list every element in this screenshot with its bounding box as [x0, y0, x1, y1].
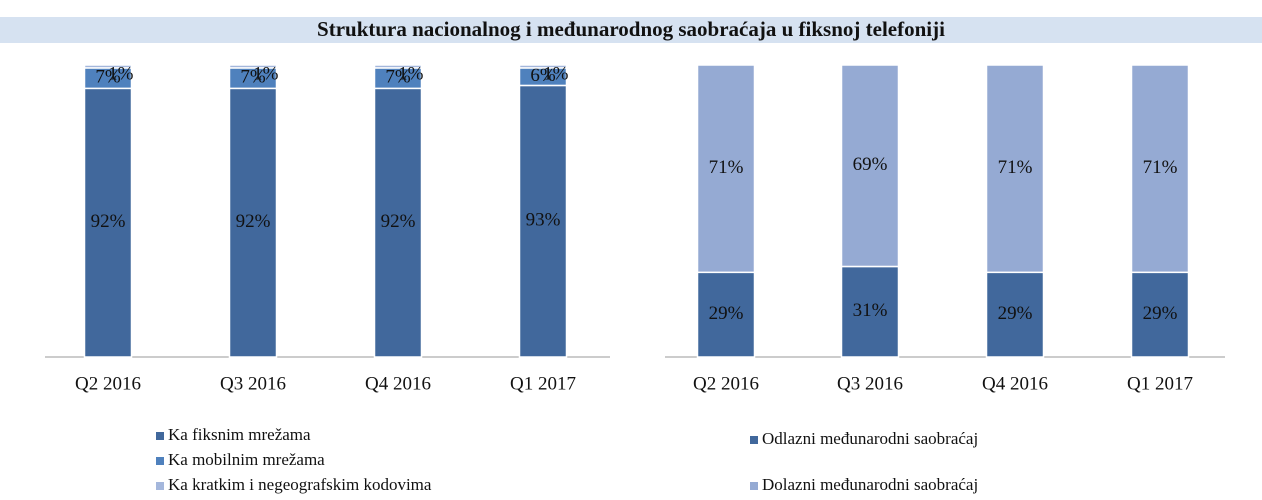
x-tick-label: Q2 2016 [75, 373, 141, 394]
title-band [0, 17, 1262, 43]
bar-segment [228, 64, 278, 69]
value-label: 71% [998, 157, 1033, 178]
value-label: 1% [398, 63, 424, 84]
x-tick-label: Q3 2016 [837, 373, 903, 394]
x-tick-label: Q3 2016 [220, 373, 286, 394]
bar-segment [985, 64, 1045, 274]
value-label: 1% [253, 63, 279, 84]
legend-label: Dolazni međunarodni saobraćaj [762, 475, 978, 494]
x-tick-label: Q1 2017 [510, 373, 576, 394]
value-label: 6% [530, 65, 556, 86]
x-tick-label: Q4 2016 [982, 373, 1048, 394]
bar-segment [840, 64, 900, 268]
chart-title: Struktura nacionalnog i međunarodnog sao… [317, 17, 945, 41]
bar-segment [696, 271, 756, 358]
value-label: 93% [526, 210, 561, 231]
legend-label: Ka mobilnim mrežama [168, 450, 325, 469]
value-label: 71% [709, 157, 744, 178]
x-tick-label: Q4 2016 [365, 373, 431, 394]
legend-swatch [156, 457, 164, 465]
value-label: 7% [95, 66, 121, 87]
legend-swatch [156, 482, 164, 490]
x-tick-label: Q1 2017 [1127, 373, 1193, 394]
value-label: 69% [853, 154, 888, 175]
bar-segment [228, 87, 278, 358]
bar-segment [696, 64, 756, 274]
value-label: 1% [108, 63, 134, 84]
legend-label: Ka fiksnim mrežama [168, 425, 311, 444]
bar-segment [985, 271, 1045, 358]
value-label: 92% [236, 211, 271, 232]
legend-swatch [156, 432, 164, 440]
value-label: 71% [1143, 157, 1178, 178]
legend-swatch [750, 482, 758, 490]
value-label: 92% [381, 211, 416, 232]
bar-segment [373, 64, 423, 69]
x-tick-label: Q2 2016 [693, 373, 759, 394]
value-label: 92% [91, 211, 126, 232]
value-label: 7% [385, 66, 411, 87]
value-label: 1% [543, 63, 569, 84]
value-label: 7% [240, 66, 266, 87]
value-label: 31% [853, 300, 888, 321]
bar-segment [83, 87, 133, 358]
bar-segment [1130, 64, 1190, 274]
bar-segment [373, 87, 423, 358]
bar-segment [518, 84, 568, 358]
value-label: 29% [998, 303, 1033, 324]
legend-label: Ka kratkim i negeografskim kodovima [168, 475, 432, 494]
bar-segment [1130, 271, 1190, 358]
legend-swatch [750, 436, 758, 444]
value-label: 29% [709, 303, 744, 324]
bar-segment [518, 64, 568, 69]
bar-segment [83, 64, 133, 69]
value-label: 29% [1143, 303, 1178, 324]
legend-label: Odlazni međunarodni saobraćaj [762, 429, 978, 448]
